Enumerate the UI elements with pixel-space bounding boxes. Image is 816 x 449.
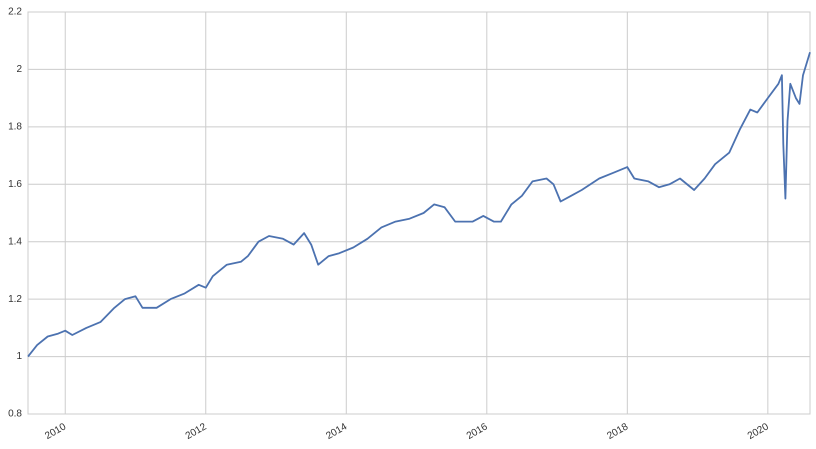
y-tick-label: 1.2 bbox=[8, 294, 22, 305]
y-tick-label: 2.2 bbox=[8, 7, 22, 18]
y-tick-label: 1.4 bbox=[8, 236, 22, 247]
x-tick-label: 2010 bbox=[43, 421, 68, 442]
y-tick-label: 1 bbox=[16, 351, 22, 362]
y-tick-label: 1.6 bbox=[8, 179, 22, 190]
x-tick-label: 2014 bbox=[324, 421, 349, 442]
line-series bbox=[27, 51, 811, 358]
x-tick-label: 2018 bbox=[605, 421, 630, 442]
x-tick-label: 2020 bbox=[746, 421, 771, 442]
y-tick-label: 0.8 bbox=[8, 409, 22, 420]
y-tick-label: 2 bbox=[16, 64, 22, 75]
y-tick-label: 1.8 bbox=[8, 121, 22, 132]
x-tick-label: 2016 bbox=[465, 421, 490, 442]
x-tick-label: 2012 bbox=[184, 421, 209, 442]
plot-frame bbox=[27, 11, 811, 415]
